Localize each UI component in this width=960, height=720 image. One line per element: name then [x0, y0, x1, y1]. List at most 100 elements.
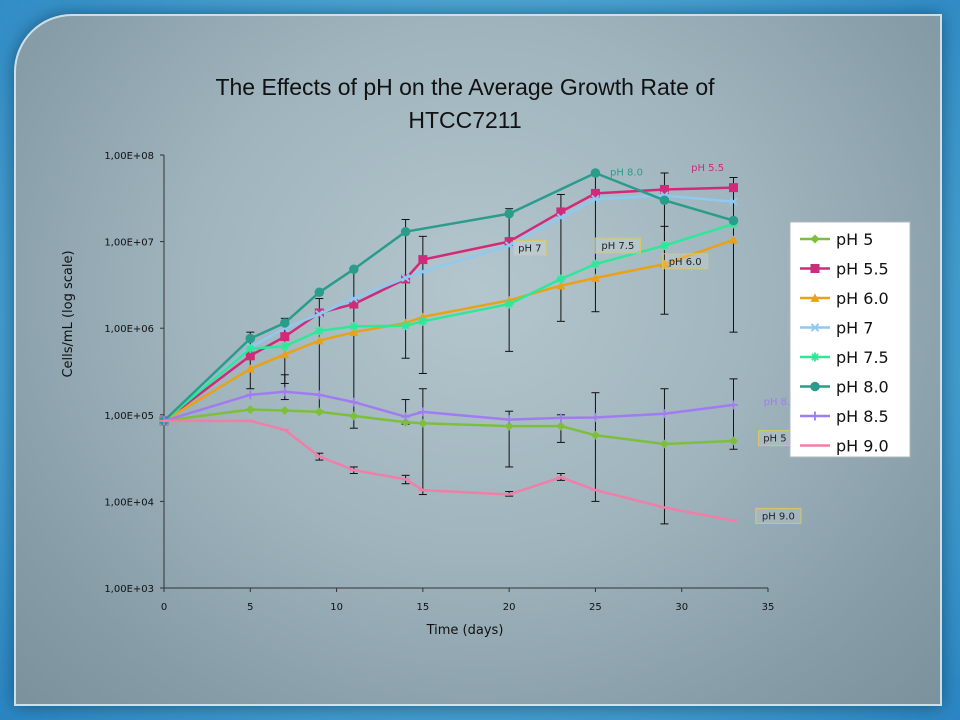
- legend-label: pH 5.5: [836, 260, 889, 279]
- x-tick-label: 20: [503, 602, 516, 613]
- annotation-text: pH 5.5: [691, 163, 724, 174]
- legend-label: pH 6.0: [836, 289, 889, 308]
- data-point-stroke: [349, 294, 359, 303]
- data-point: [659, 241, 669, 251]
- data-point: [728, 183, 738, 193]
- legend-item-ph-8-0: pH 8.0: [800, 378, 889, 397]
- data-point: [314, 407, 324, 417]
- legend-item-ph-5: pH 5: [800, 230, 873, 249]
- data-point-stroke: [315, 309, 324, 319]
- legend-item-ph-7: pH 7: [800, 319, 873, 338]
- data-point: [556, 207, 566, 217]
- data-point: [728, 436, 738, 446]
- data-point: [659, 184, 669, 194]
- data-point: [556, 274, 566, 284]
- series-line-ph-6-0: [163, 238, 734, 422]
- data-point: [556, 213, 566, 222]
- data-point-stroke: [401, 273, 410, 283]
- data-point: [729, 197, 738, 206]
- data-point: [728, 235, 738, 244]
- data-point-stroke: [591, 194, 600, 204]
- data-point: [315, 309, 324, 319]
- error-bar: [660, 388, 669, 525]
- annotation-label: pH 9.0: [755, 507, 802, 524]
- data-point: [401, 417, 411, 427]
- data-point: [349, 294, 359, 303]
- data-point-stroke: [556, 213, 566, 222]
- series-ph-5: [159, 405, 738, 449]
- data-point-stroke: [315, 327, 324, 335]
- annotation-text: pH 9.0: [762, 511, 795, 522]
- data-point: [280, 318, 290, 328]
- y-tick-label: 1,00E+03: [104, 584, 154, 595]
- data-point: [349, 264, 359, 274]
- x-tick-label: 35: [762, 602, 775, 613]
- data-point: [591, 194, 600, 204]
- data-point: [728, 400, 738, 410]
- legend-item-ph-9-0: pH 9.0: [800, 437, 889, 456]
- legend-box: [789, 221, 911, 458]
- data-point: [590, 188, 600, 198]
- data-point: [810, 352, 820, 362]
- data-point: [245, 333, 256, 344]
- data-point-stroke: [419, 317, 427, 326]
- data-point: [401, 412, 411, 422]
- data-point: [590, 273, 600, 282]
- data-point: [245, 390, 255, 400]
- annotation-text: pH 5: [763, 434, 786, 445]
- data-point: [504, 237, 514, 247]
- data-point: [401, 321, 411, 331]
- data-point: [590, 168, 601, 178]
- series-line-ph-7-5: [163, 222, 734, 422]
- data-point: [556, 421, 566, 431]
- data-point-stroke: [418, 267, 428, 276]
- data-point: [314, 336, 324, 345]
- annotation-label: pH 7: [512, 239, 547, 256]
- chart-axes: 0 5 10 15 20 25 30 35 1,00E+03 1,00E+04 1,00E+05 1,…: [104, 151, 774, 613]
- annotation-box: [755, 507, 802, 524]
- chart-legend: pH 5 pH 5.5 pH 6.0 pH 7 pH 7.5 pH 8.0 pH 8.5 pH…: [789, 221, 911, 458]
- series-line-ph-9-0: [164, 419, 734, 522]
- data-point: [659, 195, 670, 206]
- data-point-stroke: [660, 241, 669, 250]
- data-point: [418, 316, 428, 326]
- data-point: [245, 405, 255, 415]
- annotation-box: [594, 237, 641, 254]
- data-point: [280, 387, 290, 397]
- data-point: [659, 409, 669, 419]
- legend-label: pH 8.0: [836, 378, 889, 397]
- data-point: [418, 255, 428, 265]
- data-point: [418, 418, 428, 428]
- data-point: [349, 299, 359, 309]
- data-point-stroke: [246, 344, 255, 353]
- data-point: [349, 411, 359, 421]
- data-point-stroke: [505, 300, 513, 308]
- annotation-box: [512, 239, 547, 256]
- data-point: [314, 326, 324, 336]
- data-point: [504, 208, 514, 219]
- data-point-stroke: [504, 241, 514, 250]
- legend-label: pH 7: [836, 319, 873, 338]
- annotation-label: pH 5.5: [691, 163, 724, 174]
- slide-background: [14, 14, 942, 706]
- data-point: [810, 264, 820, 273]
- error-bar: [418, 388, 427, 496]
- data-point: [504, 421, 514, 431]
- legend-label: pH 9.0: [836, 437, 889, 456]
- legend-item-ph-7-5: pH 7.5: [800, 348, 889, 367]
- data-point-stroke: [810, 323, 820, 332]
- data-point: [504, 415, 514, 425]
- annotation-label: pH 8.5: [764, 397, 797, 408]
- annotation-text: pH 7.5: [601, 241, 634, 252]
- legend-label: pH 5: [836, 230, 873, 249]
- series-ph-8-0: [159, 168, 739, 426]
- data-point: [314, 287, 325, 298]
- x-tick-label: 15: [416, 602, 429, 613]
- x-tick-label: 10: [330, 602, 343, 613]
- x-tick-label: 0: [161, 602, 167, 613]
- data-point-stroke: [350, 322, 358, 331]
- data-point-stroke: [811, 353, 819, 361]
- data-point: [590, 259, 600, 269]
- annotation-text: pH 6.0: [669, 257, 702, 268]
